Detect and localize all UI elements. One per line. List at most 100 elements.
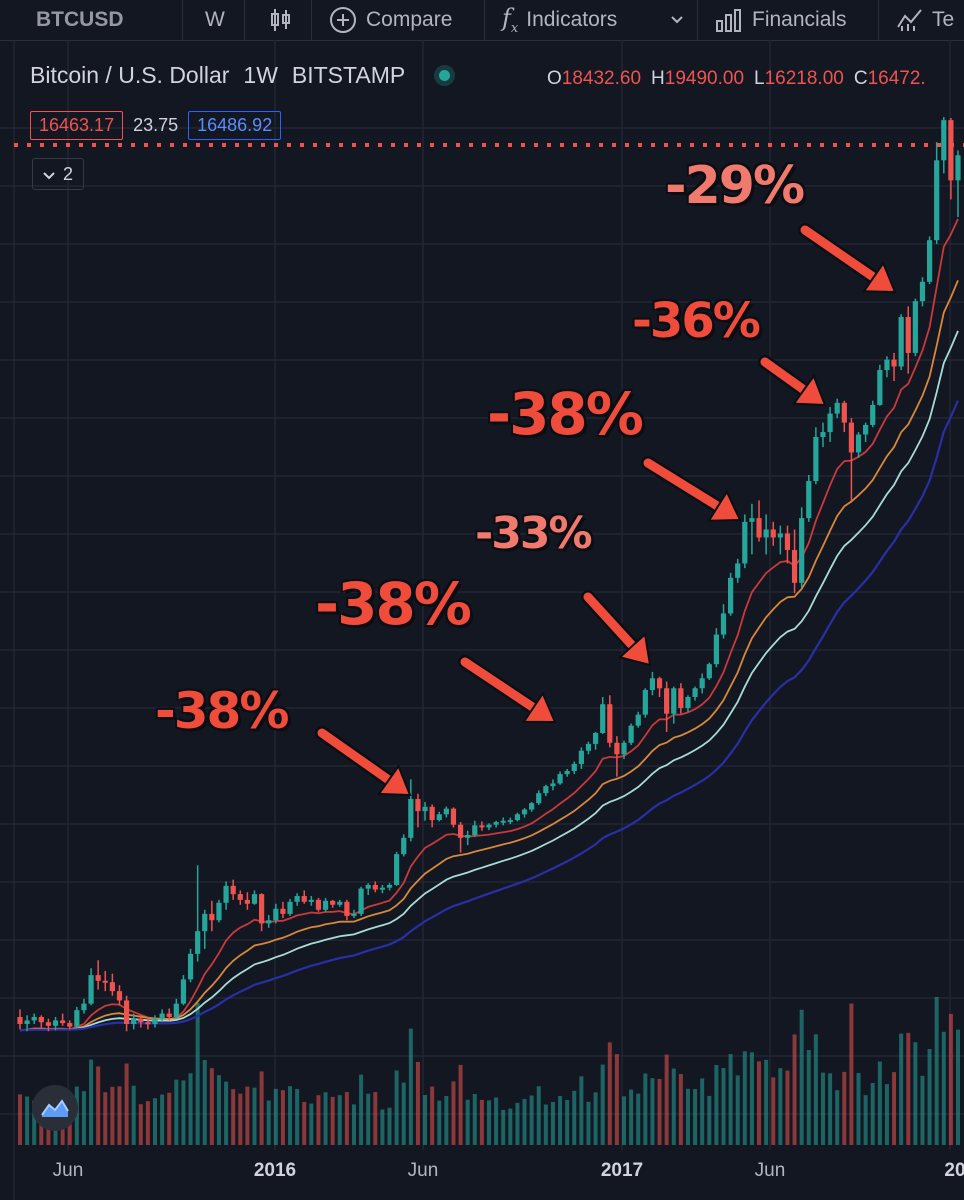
volume-bar [202, 1059, 207, 1145]
candle-body [308, 899, 314, 902]
candle-body [777, 533, 783, 538]
volume-bar [18, 1094, 22, 1145]
volume-bar [906, 1032, 911, 1145]
candle-body [770, 529, 776, 538]
indicators-collapse-button[interactable]: 2 [32, 158, 84, 190]
drawdown-label: -38% [487, 380, 644, 448]
candle-body [52, 1020, 59, 1026]
volume-bar [884, 1084, 889, 1145]
chevron-down-icon [43, 164, 55, 185]
candle-body [728, 577, 734, 614]
low-value: 16218.00 [764, 68, 844, 89]
candle-body [216, 902, 222, 921]
volume-bar [25, 1096, 30, 1145]
candle-body [735, 563, 741, 578]
volume-bar [742, 1051, 747, 1145]
arrow-shaft [583, 592, 637, 651]
candle-body [266, 920, 272, 924]
volume-bar [622, 1096, 627, 1145]
interval-button[interactable]: W [205, 0, 225, 40]
candle-body [720, 613, 727, 635]
candle-body [457, 824, 464, 838]
templates-button[interactable]: Te [896, 0, 954, 40]
volume-bar [877, 1061, 882, 1145]
volume-bar [849, 1003, 854, 1145]
candle-body [749, 518, 755, 522]
x-tick-label: 2016 [253, 1160, 297, 1181]
volume-bar [927, 1049, 932, 1145]
volume-bar [572, 1090, 577, 1145]
candle-body [337, 901, 343, 905]
toolbar-divider [878, 0, 879, 40]
candle-body [88, 975, 94, 1004]
x-tick-label: Jun [754, 1160, 786, 1181]
candle-body [493, 822, 499, 825]
candle-body [322, 900, 329, 910]
tradingview-logo-icon[interactable] [32, 1085, 78, 1131]
volume-bar [401, 1082, 406, 1145]
financials-label: Financials [752, 8, 847, 31]
volume-bar [664, 1054, 669, 1145]
candle-body [401, 837, 407, 855]
arrow-head [707, 489, 742, 522]
candle-body [287, 901, 293, 914]
volume-bar [280, 1090, 285, 1145]
volume-bar [820, 1072, 825, 1145]
volume-bar [579, 1076, 584, 1145]
chart-legend[interactable]: Bitcoin / U.S. Dollar 1W BITSTAMP [30, 62, 460, 89]
volume-bar [188, 1073, 193, 1145]
volume-bar [209, 1068, 214, 1145]
volume-bar [89, 1059, 94, 1145]
candle-body [259, 894, 265, 924]
candle-body [649, 678, 656, 690]
volume-bar [472, 1094, 477, 1145]
volume-bar [359, 1074, 364, 1145]
volume-bar [32, 1100, 37, 1145]
volume-bar [565, 1100, 570, 1145]
indicators-button[interactable]: fx Indicators [502, 0, 617, 40]
quote-row: 16463.17 23.75 16486.92 [30, 111, 282, 140]
financials-button[interactable]: Financials [714, 0, 847, 40]
candle-body [180, 979, 187, 1004]
candle-body [429, 806, 435, 821]
candle-body [209, 913, 215, 921]
compare-button[interactable]: Compare [328, 0, 452, 40]
price-chart[interactable] [0, 40, 964, 1200]
chart-type-button[interactable] [268, 0, 294, 40]
volume-bar [252, 1087, 257, 1145]
volume-bar [195, 1003, 200, 1145]
market-status-dot [439, 70, 451, 81]
candle-body [905, 316, 911, 353]
candle-body [351, 913, 357, 916]
volume-bar [678, 1073, 683, 1145]
candle-body [671, 688, 677, 714]
candle-body [486, 824, 492, 828]
indicator-count: 2 [62, 163, 73, 184]
bid-price-button[interactable]: 16463.17 [30, 111, 124, 140]
moving-average-line [19, 400, 960, 1032]
candlestick-series [17, 117, 961, 1032]
candle-body [95, 975, 101, 981]
ask-price-button[interactable]: 16486.92 [188, 111, 282, 140]
drawdown-label: -38% [315, 570, 472, 638]
arrow-head [862, 261, 897, 294]
volume-bar [785, 1070, 790, 1145]
symbol-search[interactable]: BTCUSD [36, 0, 124, 40]
candle-body [884, 359, 890, 371]
candle-body [799, 518, 805, 583]
volume-bar [735, 1075, 740, 1145]
candle-body [585, 743, 592, 751]
volume-bar [771, 1077, 776, 1145]
candle-body [450, 808, 457, 825]
volume-bar [465, 1099, 470, 1145]
volume-bar [899, 1033, 904, 1145]
indicators-dropdown[interactable] [670, 0, 684, 40]
candle-body [855, 434, 862, 453]
volume-bar [700, 1078, 705, 1145]
candle-body [465, 834, 471, 838]
toolbar-divider [311, 0, 312, 40]
volume-bar [408, 1028, 413, 1145]
arrow-shaft [643, 458, 723, 511]
candle-body [472, 825, 478, 835]
candle-body [138, 1018, 144, 1023]
